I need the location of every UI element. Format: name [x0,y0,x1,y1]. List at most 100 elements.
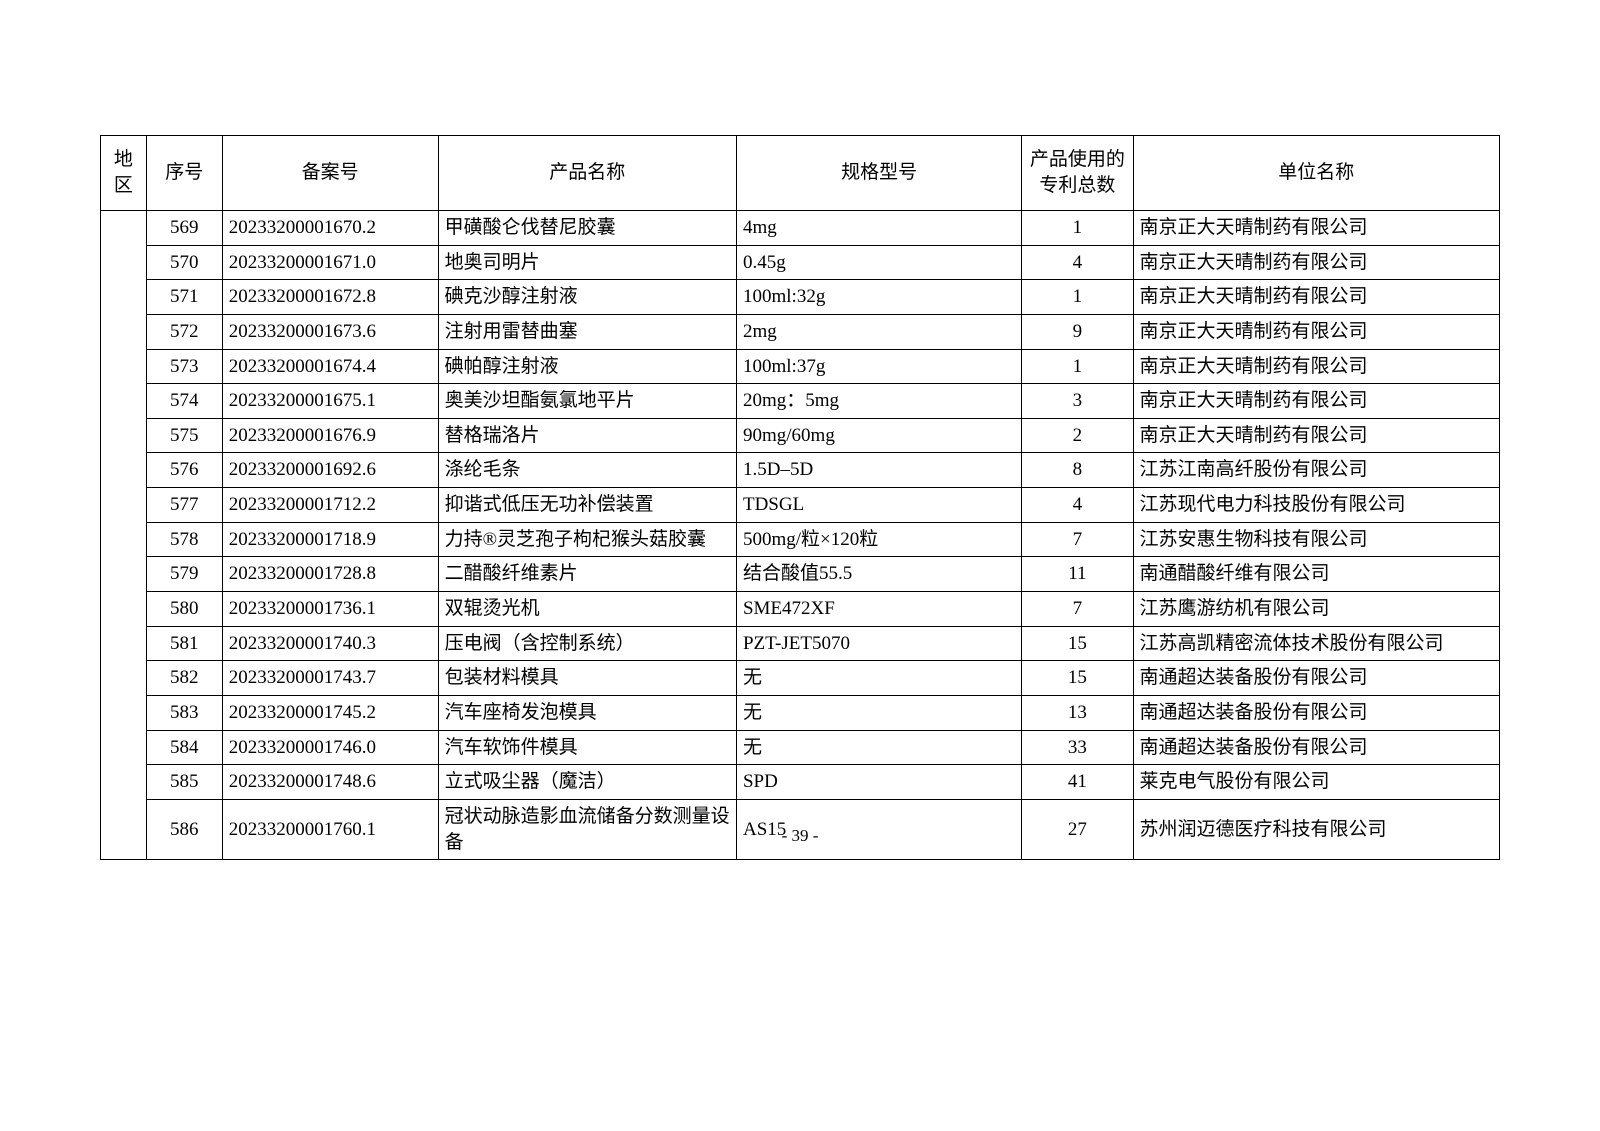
cell-product-name: 替格瑞洛片 [438,418,736,453]
cell-company: 江苏高凯精密流体技术股份有限公司 [1133,626,1500,661]
table-row: 58520233200001748.6立式吸尘器（魔洁）SPD41莱克电气股份有… [101,765,1500,800]
table-row: 57420233200001675.1奥美沙坦酯氨氯地平片20mg：5mg3南京… [101,384,1500,419]
cell-product-name: 抑谐式低压无功补偿装置 [438,488,736,523]
header-spec: 规格型号 [736,136,1021,211]
cell-seq: 585 [146,765,222,800]
cell-patent-count: 4 [1022,488,1133,523]
cell-record-no: 20233200001670.2 [222,211,438,246]
cell-product-name: 立式吸尘器（魔洁） [438,765,736,800]
cell-record-no: 20233200001692.6 [222,453,438,488]
cell-record-no: 20233200001673.6 [222,314,438,349]
cell-spec: 无 [736,730,1021,765]
table-row: 58020233200001736.1双辊烫光机SME472XF7江苏鹰游纺机有… [101,592,1500,627]
cell-record-no: 20233200001743.7 [222,661,438,696]
cell-seq: 577 [146,488,222,523]
header-product-name: 产品名称 [438,136,736,211]
cell-seq: 575 [146,418,222,453]
cell-spec: 100ml:32g [736,280,1021,315]
cell-patent-count: 1 [1022,280,1133,315]
cell-patent-count: 1 [1022,211,1133,246]
table-row: 57020233200001671.0地奥司明片0.45g4南京正大天晴制药有限… [101,245,1500,280]
cell-seq: 576 [146,453,222,488]
cell-spec: 100ml:37g [736,349,1021,384]
cell-seq: 572 [146,314,222,349]
cell-patent-count: 33 [1022,730,1133,765]
cell-spec: 无 [736,661,1021,696]
cell-patent-count: 11 [1022,557,1133,592]
cell-record-no: 20233200001712.2 [222,488,438,523]
cell-patent-count: 9 [1022,314,1133,349]
cell-seq: 578 [146,522,222,557]
cell-company: 南通醋酸纤维有限公司 [1133,557,1500,592]
cell-product-name: 地奥司明片 [438,245,736,280]
cell-record-no: 20233200001740.3 [222,626,438,661]
cell-seq: 579 [146,557,222,592]
cell-seq: 581 [146,626,222,661]
cell-record-no: 20233200001672.8 [222,280,438,315]
cell-patent-count: 15 [1022,661,1133,696]
table-row: 57520233200001676.9替格瑞洛片90mg/60mg2南京正大天晴… [101,418,1500,453]
cell-spec: 2mg [736,314,1021,349]
cell-seq: 569 [146,211,222,246]
table-row: 57620233200001692.6涤纶毛条1.5D–5D8江苏江南高纤股份有… [101,453,1500,488]
cell-company: 南通超达装备股份有限公司 [1133,661,1500,696]
cell-seq: 580 [146,592,222,627]
cell-spec: 90mg/60mg [736,418,1021,453]
cell-spec: 4mg [736,211,1021,246]
cell-spec: 结合酸值55.5 [736,557,1021,592]
cell-spec: 无 [736,695,1021,730]
table-row: 56920233200001670.2甲磺酸仑伐替尼胶囊4mg1南京正大天晴制药… [101,211,1500,246]
table-row: 58120233200001740.3压电阀（含控制系统）PZT-JET5070… [101,626,1500,661]
cell-spec: 1.5D–5D [736,453,1021,488]
cell-product-name: 注射用雷替曲塞 [438,314,736,349]
cell-company: 南通超达装备股份有限公司 [1133,695,1500,730]
cell-patent-count: 1 [1022,349,1133,384]
cell-patent-count: 8 [1022,453,1133,488]
cell-patent-count: 15 [1022,626,1133,661]
cell-spec: PZT-JET5070 [736,626,1021,661]
cell-record-no: 20233200001728.8 [222,557,438,592]
cell-product-name: 涤纶毛条 [438,453,736,488]
cell-product-name: 汽车座椅发泡模具 [438,695,736,730]
cell-record-no: 20233200001671.0 [222,245,438,280]
cell-patent-count: 3 [1022,384,1133,419]
cell-company: 南京正大天晴制药有限公司 [1133,211,1500,246]
cell-product-name: 甲磺酸仑伐替尼胶囊 [438,211,736,246]
cell-seq: 570 [146,245,222,280]
cell-company: 南京正大天晴制药有限公司 [1133,245,1500,280]
table-header-row: 地区 序号 备案号 产品名称 规格型号 产品使用的专利总数 单位名称 [101,136,1500,211]
cell-spec: 0.45g [736,245,1021,280]
cell-company: 南京正大天晴制药有限公司 [1133,384,1500,419]
cell-seq: 584 [146,730,222,765]
data-table: 地区 序号 备案号 产品名称 规格型号 产品使用的专利总数 单位名称 56920… [100,135,1500,860]
cell-seq: 582 [146,661,222,696]
cell-record-no: 20233200001674.4 [222,349,438,384]
cell-spec: SME472XF [736,592,1021,627]
cell-company: 莱克电气股份有限公司 [1133,765,1500,800]
cell-patent-count: 41 [1022,765,1133,800]
header-seq: 序号 [146,136,222,211]
cell-company: 江苏鹰游纺机有限公司 [1133,592,1500,627]
cell-record-no: 20233200001676.9 [222,418,438,453]
cell-product-name: 汽车软饰件模具 [438,730,736,765]
cell-product-name: 奥美沙坦酯氨氯地平片 [438,384,736,419]
cell-company: 江苏江南高纤股份有限公司 [1133,453,1500,488]
cell-seq: 574 [146,384,222,419]
header-patent-count: 产品使用的专利总数 [1022,136,1133,211]
cell-spec: 20mg：5mg [736,384,1021,419]
cell-patent-count: 7 [1022,592,1133,627]
cell-seq: 571 [146,280,222,315]
table-body: 56920233200001670.2甲磺酸仑伐替尼胶囊4mg1南京正大天晴制药… [101,211,1500,860]
cell-spec: SPD [736,765,1021,800]
cell-record-no: 20233200001748.6 [222,765,438,800]
table-row: 58420233200001746.0汽车软饰件模具无33南通超达装备股份有限公… [101,730,1500,765]
header-record-no: 备案号 [222,136,438,211]
cell-seq: 573 [146,349,222,384]
region-cell [101,211,147,860]
cell-company: 南京正大天晴制药有限公司 [1133,314,1500,349]
cell-record-no: 20233200001675.1 [222,384,438,419]
header-company: 单位名称 [1133,136,1500,211]
cell-record-no: 20233200001736.1 [222,592,438,627]
cell-patent-count: 7 [1022,522,1133,557]
table-row: 58220233200001743.7包装材料模具无15南通超达装备股份有限公司 [101,661,1500,696]
